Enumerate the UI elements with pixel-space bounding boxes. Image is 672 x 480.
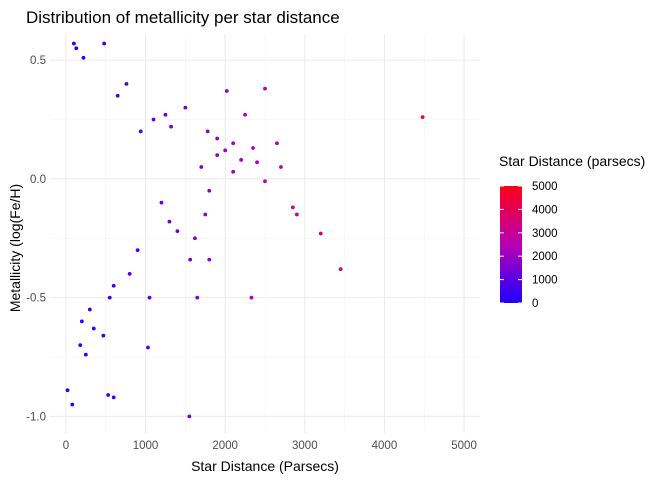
data-point — [102, 41, 107, 46]
data-point — [420, 115, 425, 120]
grid — [50, 34, 480, 433]
data-point — [107, 295, 112, 300]
legend-ticks: 0 1000 2000 3000 4000 5000 — [500, 181, 558, 310]
legend-tick-label: 2000 — [532, 251, 558, 263]
legend-tick-label: 4000 — [532, 204, 558, 216]
data-point — [199, 165, 204, 169]
data-point — [231, 141, 236, 146]
data-point — [163, 112, 168, 117]
data-point — [279, 165, 283, 169]
y-tick-label: 0.0 — [30, 174, 46, 186]
data-point — [251, 146, 255, 150]
data-point — [187, 414, 192, 419]
data-point — [263, 86, 267, 91]
data-point — [65, 388, 70, 393]
data-point — [111, 283, 116, 288]
x-tick-label: 4000 — [372, 440, 398, 452]
data-point — [207, 257, 212, 262]
data-point — [205, 129, 210, 134]
color-legend: Star Distance (parsecs) 0 1000 2000 3000 400… — [499, 153, 645, 310]
y-axis-title: Metallicity (log(Fe/H) — [7, 184, 23, 312]
data-point — [124, 81, 129, 86]
data-point — [106, 393, 111, 397]
data-point — [203, 212, 208, 217]
data-point — [263, 179, 267, 184]
data-point — [91, 326, 96, 331]
data-point — [255, 160, 259, 165]
data-point — [83, 352, 88, 357]
data-point — [275, 141, 279, 146]
data-point — [223, 148, 228, 153]
data-point — [193, 236, 197, 241]
y-tick-label: -1.0 — [26, 411, 46, 423]
legend-tick-label: 5000 — [532, 181, 558, 193]
x-tick-label: 2000 — [212, 440, 238, 452]
data-point — [135, 248, 140, 253]
data-point — [71, 41, 76, 46]
data-point — [290, 205, 295, 210]
x-tick-label: 3000 — [292, 440, 318, 452]
data-point — [231, 169, 236, 174]
data-point — [74, 46, 79, 51]
data-point — [147, 295, 152, 300]
x-axis-ticks: 0 1000 2000 3000 4000 5000 — [63, 440, 477, 452]
data-points — [65, 41, 425, 419]
data-point — [138, 129, 143, 134]
data-point — [207, 188, 212, 193]
legend-colorbar — [500, 186, 522, 303]
data-point — [169, 124, 173, 129]
legend-title: Star Distance (parsecs) — [499, 153, 645, 169]
data-point — [175, 229, 180, 234]
data-point — [243, 112, 247, 117]
data-point — [146, 345, 150, 350]
data-point — [87, 307, 92, 312]
x-tick-label: 0 — [63, 440, 69, 452]
x-axis-title: Star Distance (Parsecs) — [191, 458, 339, 474]
data-point — [115, 93, 120, 98]
y-tick-label: 0.5 — [30, 55, 46, 67]
data-point — [111, 395, 116, 400]
data-point — [224, 89, 229, 93]
legend-tick-label: 3000 — [532, 228, 558, 240]
data-point — [239, 157, 244, 162]
data-point — [78, 343, 83, 348]
legend-tick-label: 1000 — [532, 275, 558, 287]
data-point — [101, 333, 106, 338]
y-tick-label: -0.5 — [26, 293, 46, 305]
data-point — [79, 319, 84, 324]
chart-title: Distribution of metallicity per star dis… — [26, 8, 340, 27]
data-point — [159, 200, 164, 205]
data-point — [294, 212, 299, 217]
legend-tick-label: 0 — [532, 298, 538, 310]
data-point — [188, 257, 193, 262]
y-axis-ticks: -1.0 -0.5 0.0 0.5 — [26, 55, 46, 423]
data-point — [215, 136, 220, 141]
data-point — [195, 295, 200, 300]
data-point — [338, 267, 343, 272]
data-point — [151, 117, 156, 122]
data-point — [70, 402, 75, 407]
data-point — [215, 153, 220, 158]
x-tick-label: 1000 — [133, 440, 159, 452]
data-point — [249, 295, 254, 300]
data-point — [81, 55, 86, 60]
data-point — [318, 231, 323, 236]
x-tick-label: 5000 — [451, 440, 477, 452]
data-point — [127, 271, 132, 276]
data-point — [183, 105, 188, 110]
data-point — [167, 219, 172, 224]
